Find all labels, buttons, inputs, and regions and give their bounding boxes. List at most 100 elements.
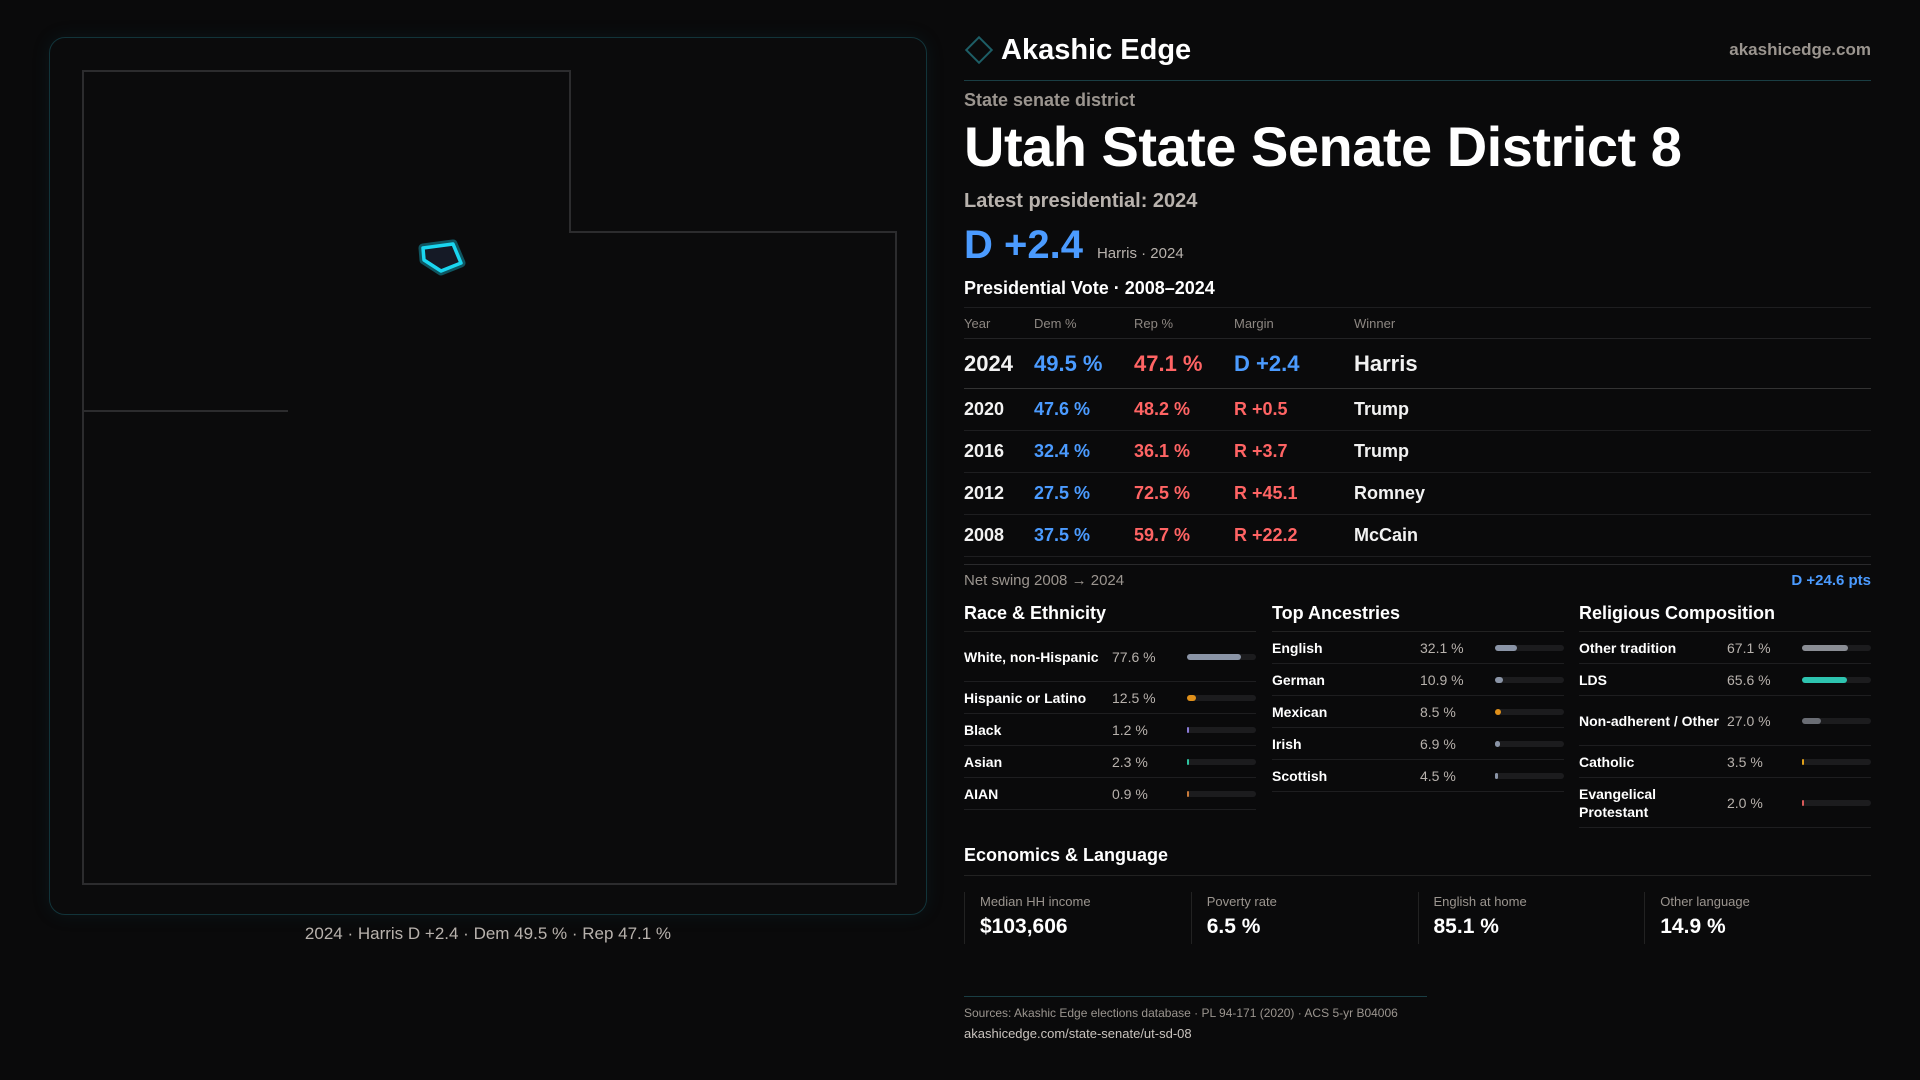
cell-dem: 49.5 %	[1034, 338, 1134, 389]
table-row: 2024 49.5 % 47.1 % D +2.4 Harris	[964, 338, 1871, 389]
stat-bar-fill	[1187, 758, 1189, 765]
stat-bar	[1802, 644, 1871, 651]
stat-bar	[1187, 790, 1256, 797]
presidential-title: Presidential Vote · 2008–2024	[964, 278, 1215, 298]
cell-year: 2016	[964, 430, 1034, 473]
stat-value: 27.0 %	[1727, 712, 1771, 729]
stat-row: Black 1.2 %	[964, 714, 1256, 746]
cell-winner: Romney	[1354, 472, 1871, 515]
stat-bar	[1187, 726, 1256, 733]
stat-row: Irish 6.9 %	[1272, 728, 1564, 760]
stat-bar-fill	[1802, 758, 1805, 765]
sources: Sources: Akashic Edge elections database…	[964, 1006, 1398, 1020]
net-swing: Net swing 2008 → 2024 D +24.6 pts	[964, 572, 1871, 589]
stat-value: 0.9 %	[1112, 785, 1148, 802]
utah-map	[82, 70, 897, 885]
stat-bar-fill	[1187, 790, 1189, 797]
card-label: English at home	[1433, 894, 1527, 909]
stat-value: 12.5 %	[1112, 689, 1156, 706]
stat-row: AIAN 0.9 %	[964, 778, 1256, 810]
stat-row: German 10.9 %	[1272, 664, 1564, 696]
card-label: Median HH income	[980, 894, 1091, 909]
margin-value: D +2.4	[964, 223, 1083, 267]
stat-label: Irish	[1272, 735, 1302, 752]
stat-label: White, non-Hispanic	[964, 648, 1099, 665]
page-title: Utah State Senate District 8	[964, 115, 1682, 178]
stat-bar	[1495, 676, 1564, 683]
cell-rep: 36.1 %	[1134, 430, 1234, 473]
swing-label: Net swing 2008 → 2024	[964, 572, 1125, 589]
stat-row: Other tradition 67.1 %	[1579, 632, 1871, 664]
stat-bar-fill	[1802, 717, 1821, 724]
race-section: Race & Ethnicity White, non-Hispanic 77.6 …	[964, 602, 1256, 810]
cell-rep: 72.5 %	[1134, 472, 1234, 515]
stat-row: Non-adherent / Other 27.0 %	[1579, 696, 1871, 746]
stat-label: Mexican	[1272, 703, 1328, 720]
detail-panel: Akashic Edge akashicedge.com State senat…	[964, 0, 1871, 1080]
stat-label: Scottish	[1272, 767, 1328, 784]
ancestry-section: Top Ancestries English 32.1 % German 10.9 % M…	[1272, 602, 1564, 792]
stat-label: Evangelical Protestant	[1579, 785, 1657, 820]
stat-bar-fill	[1495, 708, 1501, 715]
stat-value: 6.9 %	[1420, 735, 1456, 752]
stat-row: Mexican 8.5 %	[1272, 696, 1564, 728]
stat-label: Hispanic or Latino	[964, 689, 1087, 706]
page-url[interactable]: akashicedge.com/state-senate/ut-sd-08	[964, 1026, 1192, 1041]
stat-value: 10.9 %	[1420, 671, 1464, 688]
cell-year: 2024	[964, 338, 1034, 389]
site-link[interactable]: akashicedge.com	[1729, 40, 1871, 59]
col-winner: Winner	[1354, 307, 1871, 339]
card-label: Poverty rate	[1206, 894, 1277, 909]
col-year: Year	[964, 307, 1034, 339]
state-outline	[82, 70, 897, 885]
swing-value: D +24.6 pts	[1791, 572, 1871, 589]
stat-bar-fill	[1187, 653, 1241, 660]
stat-bar-fill	[1187, 694, 1196, 701]
stat-value: 67.1 %	[1727, 639, 1771, 656]
stat-bar	[1802, 676, 1871, 683]
stat-label: AIAN	[964, 785, 999, 802]
brand-name: Akashic Edge	[1001, 33, 1192, 66]
section-title: Race & Ethnicity	[964, 602, 1256, 632]
stat-bar-fill	[1495, 676, 1503, 683]
stat-value: 3.5 %	[1727, 753, 1763, 770]
logo[interactable]: Akashic Edge	[964, 34, 1191, 67]
col-rep: Rep %	[1134, 307, 1234, 339]
stat-label: German	[1272, 671, 1325, 688]
stat-value: 2.3 %	[1112, 753, 1148, 770]
map-panel[interactable]	[49, 37, 927, 915]
cell-dem: 47.6 %	[1034, 388, 1134, 431]
section-title: Religious Composition	[1579, 602, 1871, 632]
stat-label: Non-adherent / Other	[1579, 712, 1720, 729]
cell-dem: 37.5 %	[1034, 514, 1134, 557]
table-row: 2016 32.4 % 36.1 % R +3.7 Trump	[964, 430, 1871, 473]
stat-value: 4.5 %	[1420, 767, 1456, 784]
presidential-table: Year Dem % Rep % Margin Winner 2024 49.5 …	[964, 307, 1871, 557]
card-value: 6.5 %	[1206, 915, 1261, 938]
cell-margin: R +3.7	[1234, 430, 1354, 473]
stat-row: LDS 65.6 %	[1579, 664, 1871, 696]
stat-bar-fill	[1495, 740, 1500, 747]
card-value: 85.1 %	[1433, 915, 1499, 938]
col-margin: Margin	[1234, 307, 1354, 339]
religion-section: Religious Composition Other tradition 67.1…	[1579, 602, 1871, 828]
district-highlight	[421, 242, 463, 273]
stat-label: Black	[964, 721, 1002, 738]
cell-dem: 27.5 %	[1034, 472, 1134, 515]
stat-row: Catholic 3.5 %	[1579, 746, 1871, 778]
cell-rep: 59.7 %	[1134, 514, 1234, 557]
stat-row: Hispanic or Latino 12.5 %	[964, 682, 1256, 714]
stat-bar-fill	[1495, 644, 1518, 651]
stat-bar-fill	[1495, 772, 1499, 779]
brand-header: Akashic Edge akashicedge.com	[964, 30, 1871, 70]
map-caption: 2024 · Harris D +2.4 · Dem 49.5 % · Rep …	[304, 924, 672, 943]
stat-bar	[1495, 644, 1564, 651]
cell-rep: 48.2 %	[1134, 388, 1234, 431]
stat-row: White, non-Hispanic 77.6 %	[964, 632, 1256, 682]
stat-label: Other tradition	[1579, 639, 1677, 656]
table-row: 2008 37.5 % 59.7 % R +22.2 McCain	[964, 514, 1871, 557]
stat-card: Poverty rate 6.5 %	[1190, 892, 1418, 944]
stat-card: Median HH income $103,606	[964, 892, 1191, 944]
stat-value: 2.0 %	[1727, 794, 1763, 811]
cell-margin: R +0.5	[1234, 388, 1354, 431]
